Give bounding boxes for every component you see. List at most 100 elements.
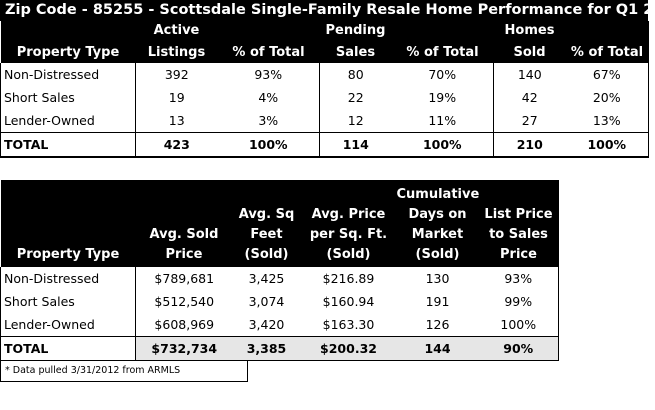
header-line: Market [411,227,464,242]
table2-header-cell: Cumulative Days on Market (Sold) [396,180,479,267]
header-line: Avg. Sq [238,207,295,222]
table1-header-cell: Homes [493,21,566,41]
header-line: Price [165,247,203,262]
table2-header-cell: Avg. Price per Sq. Ft. (Sold) [300,180,397,267]
table1-header-row-top: Active Pending Homes [0,21,649,41]
table-cell: 19% [391,86,494,109]
table-cell: 126 [396,313,479,337]
table2-header-cell: Avg. Sold Price [135,180,233,267]
table-row: Short Sales 19 4% 22 19% 42 20% [0,86,649,109]
table1-header-cell: Sold [493,41,566,63]
row-label: TOTAL [0,132,136,158]
price-metrics-table: Property Type Avg. Sold Price Avg. Sq Feet (S… [0,180,559,361]
table-cell: 423 [135,132,218,158]
table-cell: 80 [319,63,392,86]
table-row: Non-Distressed 392 93% 80 70% 140 67% [0,63,649,86]
table-row: Short Sales $512,540 3,074 $160.94 191 99% [0,290,559,313]
header-line: Property Type [16,247,120,262]
header-line: (Sold) [244,247,289,262]
table2-header-cell: Avg. Sq Feet (Sold) [232,180,301,267]
table-cell: 13 [135,109,218,133]
header-line: Price [500,247,537,262]
header-line: per Sq. Ft. [309,227,388,242]
listing-performance-table: Active Pending Homes Property Type Listi… [0,21,649,158]
table1-header-cell [565,21,649,41]
table-row: Non-Distressed $789,681 3,425 $216.89 130 93% [0,267,559,290]
page-title: Zip Code - 85255 - Scottsdale Single-Fam… [0,0,655,21]
table-cell: 130 [396,267,479,290]
table-cell: 27 [493,109,566,133]
table-cell: 3,425 [232,267,301,290]
table2-header-cell: Property Type [0,180,136,267]
table-cell: 20% [565,86,649,109]
table-row: Lender-Owned $608,969 3,420 $163.30 126 100% [0,313,559,337]
table1-header-cell: % of Total [217,41,320,63]
table-cell: $200.32 [300,336,397,361]
row-label: Lender-Owned [0,313,136,337]
table-cell: 99% [478,290,559,313]
total-row: TOTAL $732,734 3,385 $200.32 144 90% [0,336,559,361]
total-row: TOTAL 423 100% 114 100% 210 100% [0,132,649,158]
table-cell: $216.89 [300,267,397,290]
table-cell: 93% [217,63,320,86]
table-cell: $789,681 [135,267,233,290]
header-line: List Price [484,207,553,222]
table-cell: $608,969 [135,313,233,337]
table-cell: 4% [217,86,320,109]
header-line: Avg. Price [311,207,386,222]
table-cell: 100% [478,313,559,337]
table-cell: 3,074 [232,290,301,313]
table-cell: 22 [319,86,392,109]
table-cell: 13% [565,109,649,133]
table1-header-row-bottom: Property Type Listings % of Total Sales … [0,41,649,63]
header-line: (Sold) [415,247,460,262]
table-cell: 140 [493,63,566,86]
table-row: Lender-Owned 13 3% 12 11% 27 13% [0,109,649,133]
table-cell: 93% [478,267,559,290]
table-cell: 19 [135,86,218,109]
table-cell: 100% [565,132,649,158]
table2-header-row: Property Type Avg. Sold Price Avg. Sq Feet (S… [0,180,559,267]
row-label: TOTAL [0,336,136,361]
table-cell: 3,420 [232,313,301,337]
table-cell: 100% [217,132,320,158]
header-line: Avg. Sold [149,227,219,242]
table-cell: $163.30 [300,313,397,337]
row-label: Short Sales [0,290,136,313]
header-line: Feet [250,227,283,242]
table1-header-cell: % of Total [391,41,494,63]
header-line: Cumulative [396,187,479,202]
row-label: Non-Distressed [0,267,136,290]
table-cell: $732,734 [135,336,233,361]
row-label: Short Sales [0,86,136,109]
table-cell: 144 [396,336,479,361]
table1-header-cell: Active [135,21,218,41]
table-cell: 114 [319,132,392,158]
header-line: (Sold) [326,247,371,262]
table-cell: $160.94 [300,290,397,313]
table2-header-cell: List Price to Sales Price [478,180,559,267]
table-cell: $512,540 [135,290,233,313]
table-cell: 90% [478,336,559,361]
table-cell: 210 [493,132,566,158]
table-cell: 67% [565,63,649,86]
table-cell: 11% [391,109,494,133]
row-label: Non-Distressed [0,63,136,86]
data-source-footnote: * Data pulled 3/31/2012 from ARMLS [0,360,248,382]
table-cell: 3,385 [232,336,301,361]
table-cell: 70% [391,63,494,86]
table1-header-cell [217,21,320,41]
header-line: to Sales [489,227,548,242]
table1-header-cell: % of Total [565,41,649,63]
table1-header-cell: Listings [135,41,218,63]
header-line: Days on [408,207,467,222]
table-cell: 12 [319,109,392,133]
table-cell: 42 [493,86,566,109]
table1-header-cell [0,21,136,41]
table1-header-cell: Property Type [0,41,136,63]
table1-header-cell: Sales [319,41,392,63]
table-cell: 191 [396,290,479,313]
table-cell: 392 [135,63,218,86]
table-cell: 3% [217,109,320,133]
table-cell: 100% [391,132,494,158]
